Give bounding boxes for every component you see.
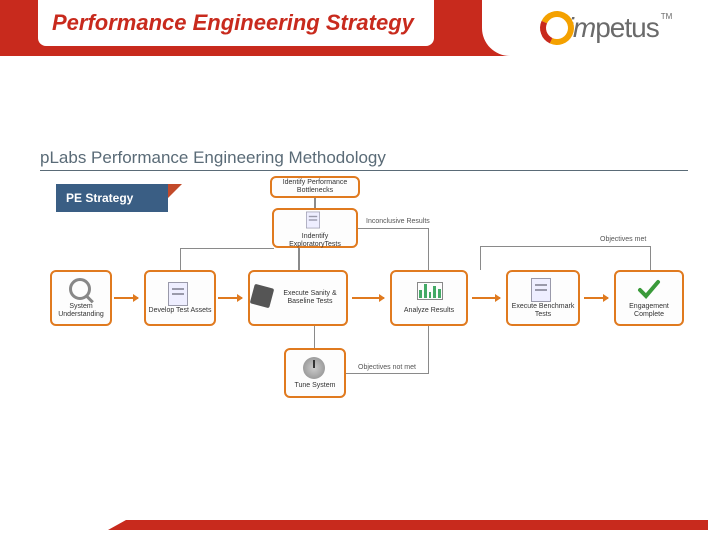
chart-icon (417, 282, 441, 306)
arrow-1 (114, 297, 138, 299)
node-develop-test-assets: Develop Test Assets (144, 270, 216, 326)
logo-text: impetus (568, 12, 659, 44)
check-icon (637, 278, 661, 302)
conn-top-2 (298, 248, 300, 270)
edge-inconclusive-v (428, 228, 429, 270)
arrow-4 (472, 297, 500, 299)
node-tune-system: Tune System (284, 348, 346, 398)
edge-dev-v (180, 248, 181, 270)
flow-diagram: Identify Performance Bottlenecks Indenti… (40, 176, 700, 476)
label-inconclusive: Inconclusive Results (366, 218, 430, 225)
edge-met-v1 (480, 246, 481, 270)
benchmark-icon (531, 278, 555, 302)
lens-icon (69, 278, 93, 302)
node-execute-benchmark: Execute Benchmark Tests (506, 270, 580, 326)
conn-top-1 (314, 198, 316, 208)
node-identify-exploratory: Indentify ExploratoryTests (272, 208, 358, 248)
edge-inconclusive-h (358, 228, 428, 229)
page-title: Performance Engineering Strategy (52, 10, 414, 36)
edge-tune-up (314, 326, 315, 348)
doc-icon (168, 282, 192, 306)
node-execute-sanity: Execute Sanity & Baseline Tests (248, 270, 348, 326)
edge-met-v2 (650, 246, 651, 270)
dial-icon (303, 357, 327, 381)
node-engagement-complete: Engagement Complete (614, 270, 684, 326)
edge-notmet-v (428, 326, 429, 374)
footer-red-bar (126, 520, 708, 530)
logo: impetus TM (482, 0, 728, 56)
node-system-understanding: System Understanding (50, 270, 112, 326)
arrow-5 (584, 297, 608, 299)
label-objectives-not-met: Objectives not met (358, 364, 416, 371)
label-objectives-met: Objectives met (600, 236, 646, 243)
exploratory-icon (303, 208, 327, 232)
arrow-2 (218, 297, 242, 299)
node-identify-bottlenecks: Identify Performance Bottlenecks (270, 176, 360, 198)
section-subtitle: pLabs Performance Engineering Methodolog… (40, 148, 688, 171)
arrow-3 (352, 297, 384, 299)
logo-tm: TM (661, 12, 673, 21)
header-title-box: Performance Engineering Strategy (38, 0, 434, 46)
cube-icon (252, 286, 272, 310)
node-analyze-results: Analyze Results (390, 270, 468, 326)
edge-met-h (480, 246, 650, 247)
edge-dev-h (180, 248, 274, 249)
edge-notmet-h (346, 373, 428, 374)
